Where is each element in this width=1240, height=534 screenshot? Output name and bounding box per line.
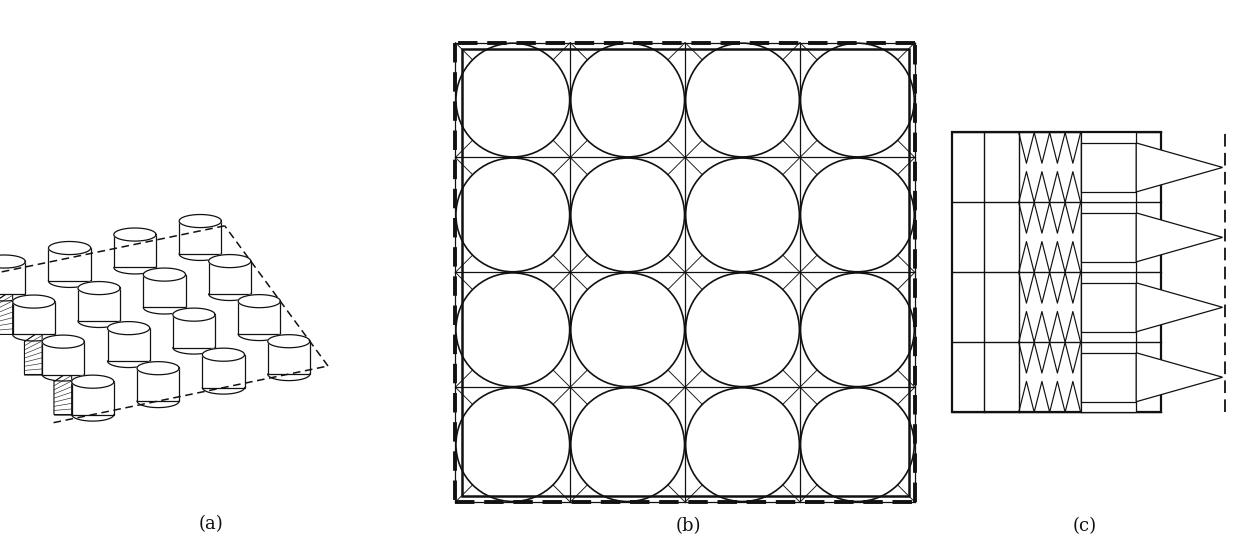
Polygon shape <box>0 290 12 334</box>
Circle shape <box>801 43 914 157</box>
Polygon shape <box>180 215 222 227</box>
Text: (b): (b) <box>676 517 701 534</box>
Polygon shape <box>48 241 91 255</box>
Bar <box>1080 213 1136 262</box>
Polygon shape <box>42 335 84 348</box>
Circle shape <box>686 43 800 157</box>
Polygon shape <box>144 274 186 308</box>
Circle shape <box>801 158 914 272</box>
Polygon shape <box>238 301 280 334</box>
Circle shape <box>570 43 684 157</box>
Bar <box>1080 283 1136 332</box>
Polygon shape <box>0 255 25 268</box>
Polygon shape <box>42 342 84 374</box>
Polygon shape <box>172 308 215 321</box>
Circle shape <box>456 273 569 387</box>
Polygon shape <box>55 370 72 414</box>
Circle shape <box>456 158 569 272</box>
Polygon shape <box>138 362 180 375</box>
Polygon shape <box>180 221 222 254</box>
Polygon shape <box>108 328 150 361</box>
Polygon shape <box>208 261 250 294</box>
Polygon shape <box>138 368 180 401</box>
Circle shape <box>686 273 800 387</box>
Polygon shape <box>72 382 114 414</box>
Circle shape <box>686 388 800 501</box>
Polygon shape <box>72 375 114 388</box>
Bar <box>1080 202 1136 272</box>
Polygon shape <box>202 355 244 388</box>
Polygon shape <box>114 234 156 268</box>
Circle shape <box>570 388 684 501</box>
Circle shape <box>801 273 914 387</box>
Polygon shape <box>108 321 150 335</box>
Circle shape <box>456 388 569 501</box>
Bar <box>1080 272 1136 342</box>
Circle shape <box>570 158 684 272</box>
Text: (a): (a) <box>198 515 223 532</box>
Text: (c): (c) <box>1073 517 1097 534</box>
Circle shape <box>686 158 800 272</box>
Polygon shape <box>238 295 280 308</box>
Polygon shape <box>0 262 25 294</box>
Bar <box>951 132 1162 412</box>
Polygon shape <box>268 341 310 374</box>
Circle shape <box>570 273 684 387</box>
Bar <box>1080 353 1136 402</box>
Polygon shape <box>48 248 91 281</box>
Polygon shape <box>144 268 186 281</box>
Polygon shape <box>12 295 55 308</box>
Polygon shape <box>202 348 244 361</box>
Polygon shape <box>114 228 156 241</box>
Polygon shape <box>78 288 120 321</box>
Bar <box>1080 342 1136 412</box>
Bar <box>1080 132 1136 202</box>
Circle shape <box>456 43 569 157</box>
Polygon shape <box>172 315 215 348</box>
Polygon shape <box>268 335 310 348</box>
Polygon shape <box>12 302 55 334</box>
Polygon shape <box>25 330 42 374</box>
Polygon shape <box>1136 143 1223 192</box>
Circle shape <box>801 388 914 501</box>
Polygon shape <box>1136 283 1223 332</box>
Polygon shape <box>78 281 120 295</box>
Polygon shape <box>1136 353 1223 402</box>
Polygon shape <box>1136 213 1223 262</box>
Bar <box>1080 143 1136 192</box>
Polygon shape <box>208 255 250 268</box>
